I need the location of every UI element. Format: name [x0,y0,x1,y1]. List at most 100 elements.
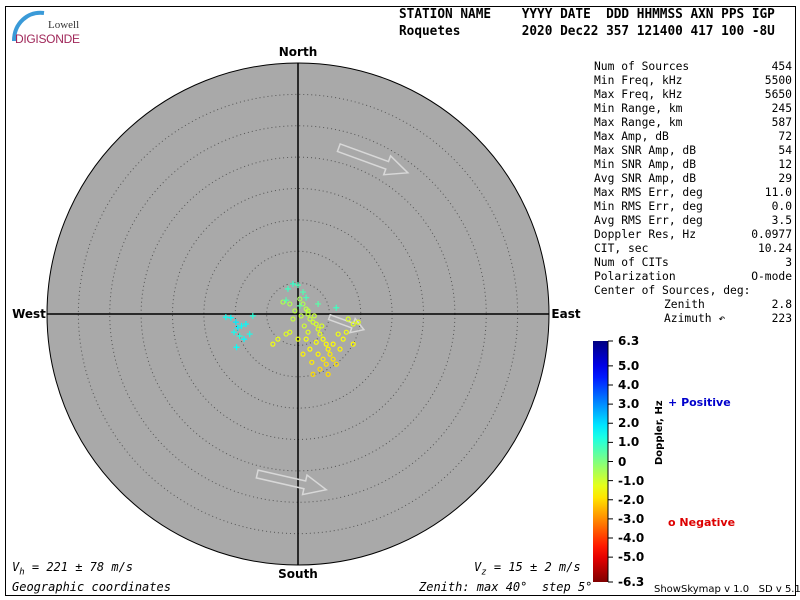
stat-label: Min SNR Amp, dB [594,158,697,171]
logo-swoosh-icon [12,10,45,42]
compass-south: South [278,567,318,581]
header-labels: STATION NAME YYYY DATE DDD HHMMSS AXN PP… [399,7,775,22]
stat-value: 3 [785,256,792,269]
compass-west: West [12,307,46,321]
negative-doppler-point [301,323,307,329]
stat-label: Max Freq, kHz [594,88,683,101]
legend-negative: o Negative [668,516,735,529]
stat-row: Max Range, km 587 [594,116,792,130]
drift-arrow [336,142,410,176]
compass-north: North [278,45,318,59]
positive-doppler-point [315,300,322,307]
stat-value: 10.24 [757,242,792,255]
version-info: ShowSkymap v 1.0 SD v 5.1 [654,584,800,595]
positive-doppler-point [236,332,243,339]
center-zenith-label: Zenith [664,298,705,311]
negative-doppler-point [300,301,306,307]
negative-doppler-point [350,321,356,327]
logo-line2: DIGISONDE [15,32,80,46]
negative-doppler-point [297,296,303,302]
negative-doppler-point [295,336,301,342]
negative-doppler-point [309,359,315,365]
positive-doppler-point [242,321,249,328]
stat-row: Num of Sources 454 [594,60,792,74]
colorbar-tick-label: -2.0 [618,492,645,507]
zenith-info: Zenith: max 40° step 5° [419,580,593,594]
positive-doppler-point [289,280,296,287]
center-azimuth-value: 223 [771,312,792,325]
stat-row: Min Freq, kHz 5500 [594,74,792,88]
colorbar-label: Doppler, Hz [654,400,665,465]
negative-doppler-point [275,336,281,342]
colorbar-tick-label: -1.0 [618,473,645,488]
positive-doppler-point [284,285,291,292]
center-zenith-value: 2.8 [771,298,792,311]
positive-doppler-point [233,344,240,351]
positive-doppler-point [295,282,301,289]
negative-doppler-point [303,336,309,342]
negative-doppler-point [319,323,325,329]
colorbar-tick-label: 3.0 [618,397,640,412]
negative-doppler-point [330,356,336,362]
negative-doppler-point [305,329,311,335]
positive-doppler-point [238,322,245,329]
horizontal-velocity: Vh = 221 ± 78 m/s [12,560,134,578]
legend-positive: + Positive [668,396,731,409]
negative-doppler-point [283,331,289,337]
negative-doppler-point [325,371,331,377]
stat-row: Avg SNR Amp, dB 29 [594,172,792,186]
legend-positive-label: Positive [681,396,731,409]
stat-value: 12 [778,158,792,171]
negative-doppler-point [320,356,326,362]
positive-doppler-point [241,336,248,343]
negative-doppler-point [313,339,319,345]
stat-row: Min SNR Amp, dB 12 [594,158,792,172]
stat-label: Doppler Res, Hz [594,228,697,241]
stat-row: Polarization O-mode [594,270,792,284]
stat-row: Num of CITs 3 [594,256,792,270]
center-zenith-row: Zenith 2.8 [594,298,792,312]
stat-value: 5500 [764,74,792,87]
stat-label: Max Amp, dB [594,130,669,143]
compass-east: East [551,307,581,321]
stat-row: Min RMS Err, deg 0.0 [594,200,792,214]
stat-value: 54 [778,144,792,157]
negative-doppler-point [310,371,316,377]
colorbar-tick-label: 0 [618,454,627,469]
negative-doppler-point [330,341,336,347]
negative-doppler-point [307,346,313,352]
stat-row: Max RMS Err, deg 11.0 [594,186,792,200]
stats-table: Num of Sources 454 Min Freq, kHz 5500 Max Fr… [594,60,792,326]
negative-doppler-point [292,308,298,314]
positive-doppler-point [232,319,239,326]
stat-row: Max Freq, kHz 5650 [594,88,792,102]
positive-doppler-point [303,294,310,301]
positive-doppler-point [234,324,241,331]
negative-doppler-point [350,341,356,347]
colorbar-tick-label: -4.0 [618,531,645,545]
figure-frame [5,6,796,596]
negative-doppler-point [320,336,326,342]
negative-doppler-point [307,316,313,322]
center-azimuth-row: Azimuth ↶ 223 [594,312,792,326]
negative-doppler-point [311,313,317,319]
stat-label: Num of Sources [594,60,690,73]
stat-value: 245 [771,102,792,115]
stat-value: 0.0 [771,200,792,213]
colorbar-tick-label: 1.0 [618,435,640,450]
vertical-velocity: Vz = 15 ± 2 m/s [474,560,581,578]
negative-doppler-point [317,366,323,372]
negative-doppler-point [270,341,276,347]
stat-value: 0.0977 [751,228,792,241]
negative-doppler-point [323,341,329,347]
negative-doppler-point [298,313,304,319]
positive-doppler-point [230,329,237,336]
stat-row: Min Range, km 245 [594,102,792,116]
stat-row: Max Amp, dB 72 [594,130,792,144]
negative-doppler-point [287,301,293,307]
stat-value: O-mode [751,270,792,283]
positive-doppler-point [300,289,307,296]
negative-doppler-point [315,326,321,332]
stat-label: Polarization [594,270,676,283]
stat-label: Min Range, km [594,102,683,115]
